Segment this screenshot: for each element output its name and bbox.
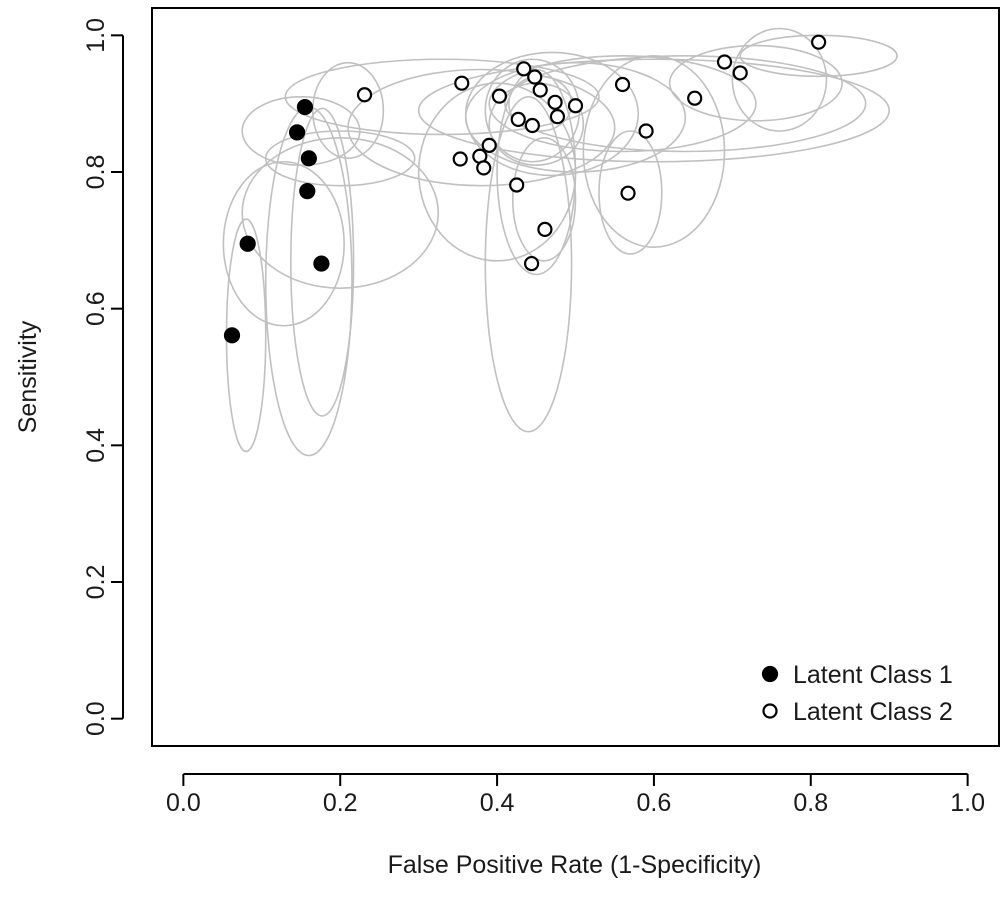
point-latent-class-1-6 xyxy=(313,255,330,272)
y-tick-label: 1.0 xyxy=(82,18,110,53)
point-latent-class-2-7 xyxy=(547,94,563,110)
point-latent-class-2-1 xyxy=(356,87,373,103)
confidence-ellipse-17 xyxy=(496,68,577,276)
point-latent-class-1-7 xyxy=(223,327,241,344)
confidence-ellipse-27 xyxy=(731,27,828,132)
confidence-ellipse-23 xyxy=(417,58,891,163)
point-latent-class-2-12 xyxy=(481,137,497,153)
y-tick-label: 0.6 xyxy=(82,291,110,326)
point-latent-class-1-5 xyxy=(239,235,256,252)
point-latent-class-2-24 xyxy=(732,65,748,81)
confidence-ellipse-24 xyxy=(504,55,867,153)
point-latent-class-2-25 xyxy=(811,34,827,50)
y-axis-title: Sensitivity xyxy=(14,320,42,433)
x-axis-title: False Positive Rate (1-Specificity) xyxy=(388,851,762,879)
data-points xyxy=(223,34,827,344)
confidence-ellipse-4 xyxy=(290,107,355,417)
point-latent-class-2-3 xyxy=(491,88,508,104)
x-tick-label: 0.8 xyxy=(793,789,828,817)
confidence-ellipse-3 xyxy=(222,160,345,327)
point-latent-class-2-6 xyxy=(532,82,548,98)
point-latent-class-2-9 xyxy=(567,98,584,114)
y-axis: 0.0 0.2 0.4 0.6 0.8 1.0 xyxy=(82,18,124,736)
point-latent-class-2-15 xyxy=(476,160,492,176)
confidence-ellipse-9 xyxy=(284,58,600,136)
legend: Latent Class 1 Latent Class 2 xyxy=(761,661,953,726)
confidence-ellipse-22 xyxy=(598,130,663,255)
x-axis: 0.0 0.2 0.4 0.6 0.8 1.0 xyxy=(166,773,985,817)
confidence-ellipse-10 xyxy=(347,68,616,187)
x-tick-label: 0.2 xyxy=(323,789,358,817)
point-latent-class-2-14 xyxy=(452,151,468,167)
confidence-ellipse-5 xyxy=(241,137,440,289)
y-tick-label: 0.2 xyxy=(82,565,110,600)
confidence-ellipse-20 xyxy=(488,55,757,153)
point-latent-class-2-10 xyxy=(510,111,526,127)
legend-label-latent-class-1: Latent Class 1 xyxy=(793,661,953,689)
x-tick-label: 1.0 xyxy=(950,789,985,817)
confidence-ellipse-25 xyxy=(668,44,843,122)
point-latent-class-2-4 xyxy=(516,61,532,77)
point-latent-class-1-1 xyxy=(296,98,314,116)
point-latent-class-2-21 xyxy=(620,185,636,201)
y-tick-label: 0.4 xyxy=(82,428,110,463)
point-latent-class-2-11 xyxy=(524,117,540,134)
point-latent-class-2-17 xyxy=(537,221,553,237)
point-latent-class-2-18 xyxy=(523,255,540,272)
x-tick-label: 0.0 xyxy=(166,789,201,817)
point-latent-class-2-2 xyxy=(454,75,470,91)
point-latent-class-2-23 xyxy=(716,54,733,70)
point-latent-class-2-22 xyxy=(687,90,703,106)
point-latent-class-2-19 xyxy=(614,76,631,93)
point-latent-class-1-2 xyxy=(288,124,306,141)
legend-marker-latent-class-2 xyxy=(762,703,778,719)
confidence-ellipse-19 xyxy=(511,137,577,262)
point-latent-class-1-3 xyxy=(300,150,317,167)
legend-label-latent-class-2: Latent Class 2 xyxy=(793,698,953,726)
point-latent-class-2-5 xyxy=(527,69,543,85)
legend-marker-latent-class-1 xyxy=(761,665,779,683)
point-latent-class-2-8 xyxy=(549,109,566,125)
point-latent-class-2-16 xyxy=(509,177,525,193)
confidence-ellipse-7 xyxy=(241,96,361,166)
plot-frame xyxy=(151,7,1000,747)
x-tick-label: 0.4 xyxy=(480,789,515,817)
point-latent-class-1-4 xyxy=(299,183,316,200)
confidence-ellipse-8 xyxy=(311,61,385,160)
confidence-ellipses xyxy=(222,27,898,457)
y-tick-label: 0.0 xyxy=(82,701,110,736)
x-tick-label: 0.6 xyxy=(637,789,672,817)
point-latent-class-2-20 xyxy=(638,123,654,139)
y-tick-label: 0.8 xyxy=(82,155,110,190)
confidence-ellipse-18 xyxy=(484,96,573,433)
